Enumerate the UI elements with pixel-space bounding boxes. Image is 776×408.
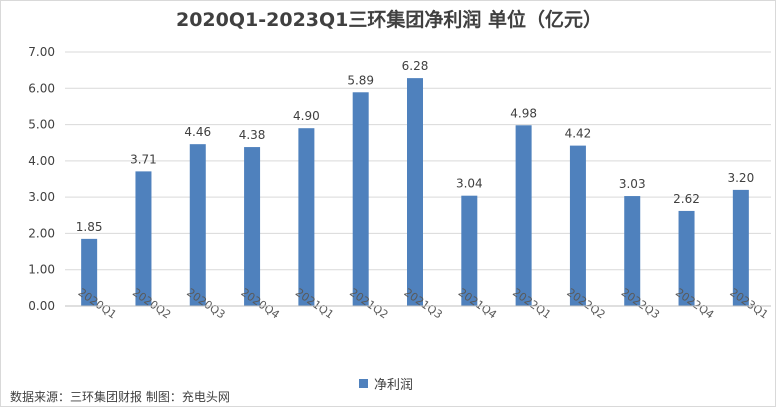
y-tick-label: 6.00 [28,81,55,95]
bar [407,78,423,306]
chart-title: 2020Q1-2023Q1三环集团净利润 单位（亿元） [175,9,602,31]
y-tick-label: 3.00 [28,190,55,204]
bar [461,195,478,306]
bar [135,171,152,306]
y-tick-label: 1.00 [28,263,55,277]
bar [624,196,641,306]
data-label: 4.98 [510,106,537,120]
y-tick-label: 4.00 [28,154,55,168]
bar [189,144,206,306]
data-label: 5.89 [347,73,374,87]
legend-label: 净利润 [374,378,414,393]
y-tick-label: 2.00 [28,226,55,240]
data-label: 3.20 [727,171,754,185]
data-label: 4.42 [565,127,592,141]
y-tick-label: 7.00 [28,45,55,59]
bar [678,210,695,306]
bar [244,147,261,306]
bar [298,128,315,306]
data-label: 3.71 [130,152,157,166]
bar [81,238,98,306]
data-label: 4.38 [239,128,266,142]
legend: 净利润 [359,374,413,393]
bar [515,125,532,306]
data-label: 2.62 [673,192,700,206]
data-label: 3.04 [456,177,483,191]
y-tick-label: 5.00 [28,118,55,132]
legend-swatch [359,379,368,388]
data-label: 1.85 [76,220,103,234]
data-label: 3.03 [619,177,646,191]
bar [352,92,369,306]
y-tick-label: 0.00 [28,299,55,313]
data-label: 4.46 [184,125,211,139]
data-label: 4.90 [293,109,320,123]
source-note: 数据来源：三环集团财报 制图：充电头网 [10,390,230,404]
data-label: 6.28 [402,59,429,73]
bar [732,189,749,306]
bar [569,145,586,306]
